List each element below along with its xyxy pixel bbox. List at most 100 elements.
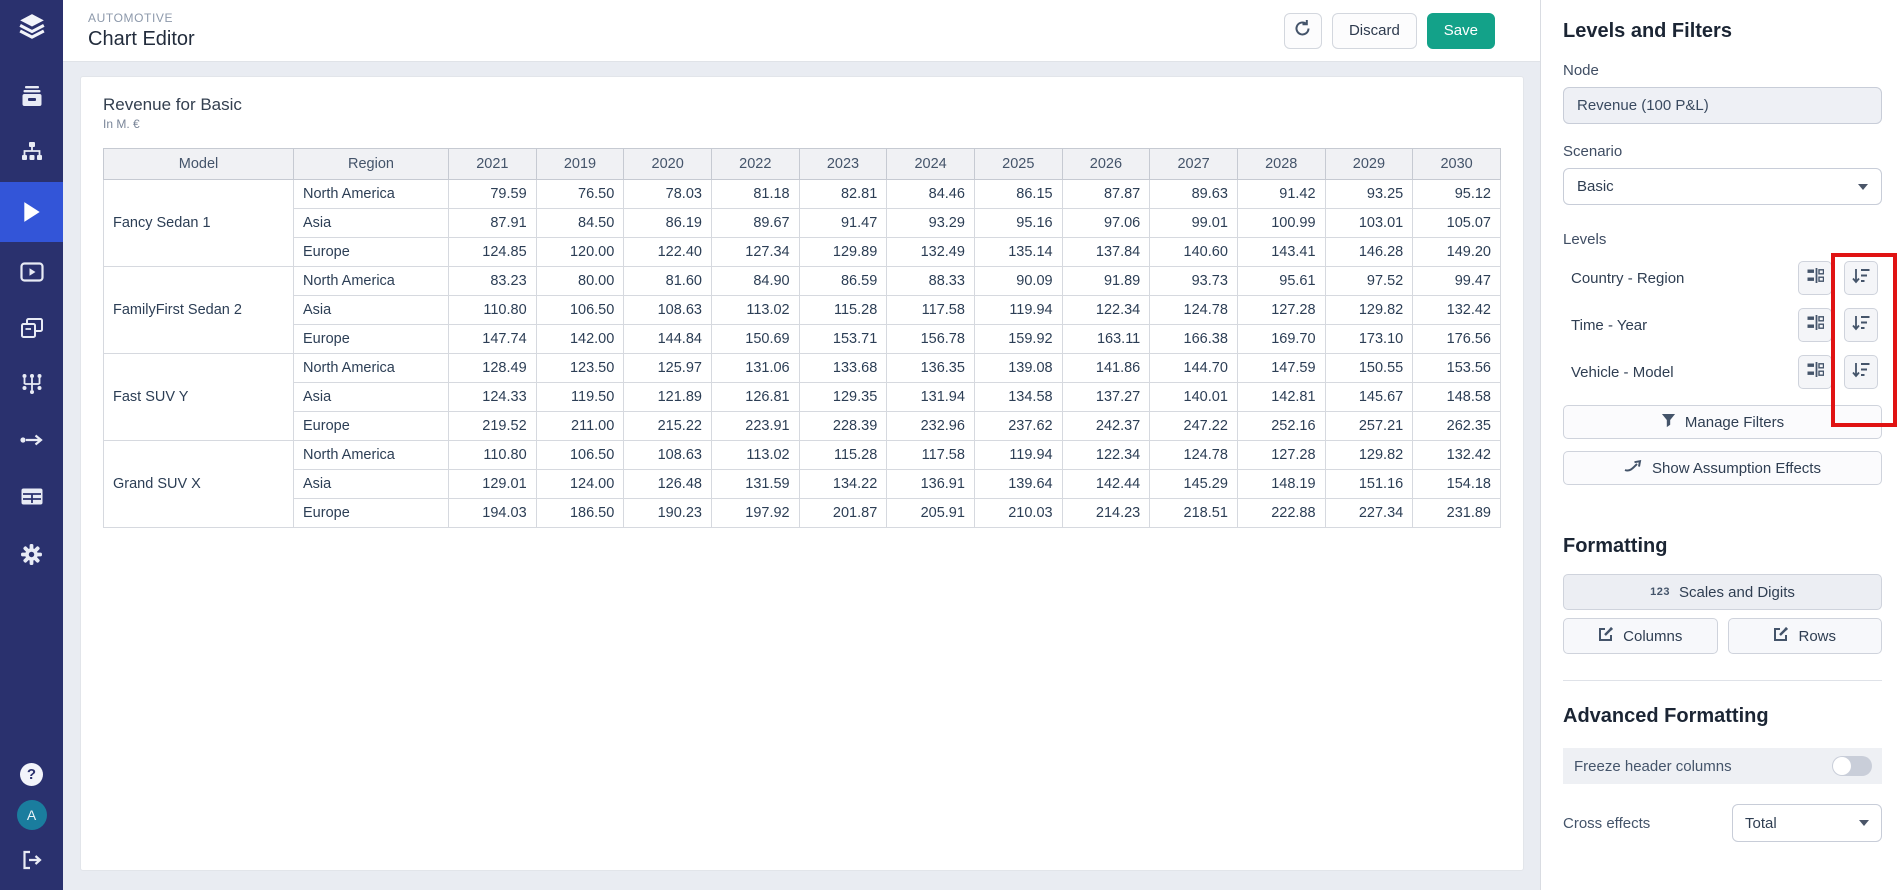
freeze-toggle[interactable]	[1832, 756, 1872, 776]
column-header: Region	[293, 148, 449, 180]
app-logo[interactable]	[0, 0, 63, 52]
value-cell: 133.68	[798, 353, 888, 383]
value-cell: 131.06	[710, 353, 800, 383]
discard-button[interactable]: Discard	[1331, 12, 1417, 49]
funnel-icon	[1661, 413, 1676, 432]
node-input[interactable]: Revenue (100 P&L)	[1563, 87, 1882, 124]
sidebar-item-hierarchy[interactable]	[0, 130, 63, 174]
value-cell: 146.28	[1324, 237, 1414, 267]
value-cell: 147.59	[1236, 353, 1326, 383]
avatar-initial: A	[26, 807, 37, 823]
layers-logo-icon	[17, 13, 47, 39]
value-cell: 127.28	[1236, 295, 1326, 325]
sitemap-icon	[20, 141, 44, 163]
value-cell: 88.33	[886, 266, 975, 296]
level-structure-button[interactable]	[1798, 261, 1832, 295]
scenario-select[interactable]: Basic	[1563, 168, 1882, 205]
level-sort-button[interactable]	[1844, 308, 1878, 342]
sort-descending-icon	[1852, 268, 1870, 289]
value-cell: 93.73	[1149, 266, 1238, 296]
value-cell: 166.38	[1149, 324, 1238, 354]
value-cell: 139.08	[973, 353, 1063, 383]
value-cell: 122.34	[1061, 295, 1151, 325]
value-cell: 81.18	[710, 179, 800, 209]
video-player-icon	[19, 262, 44, 282]
column-header: 2020	[623, 148, 712, 180]
chevron-down-icon	[1859, 820, 1869, 826]
value-cell: 95.61	[1236, 266, 1326, 296]
region-cell: Asia	[293, 382, 449, 412]
value-cell: 87.91	[448, 208, 537, 238]
table-row: Asia 124.33 119.50 121.89 126.81 129.35 131.94…	[104, 382, 1501, 412]
left-sidebar: ? A	[0, 0, 63, 890]
value-cell: 79.59	[448, 179, 537, 209]
table-row: Asia 87.91 84.50 86.19 89.67 91.47 93.29 95.16 9…	[104, 208, 1501, 238]
levels-filters-panel: Levels and Filters Node Revenue (100 P&L…	[1540, 0, 1904, 890]
toggle-knob	[1833, 757, 1851, 775]
value-cell: 215.22	[623, 411, 712, 441]
value-cell: 129.35	[798, 382, 888, 412]
level-structure-icon	[1807, 362, 1824, 382]
model-cell: Fancy Sedan 1	[103, 179, 294, 267]
value-cell: 242.37	[1061, 411, 1151, 441]
value-cell: 201.87	[798, 498, 888, 528]
value-cell: 84.90	[710, 266, 800, 296]
region-cell: Europe	[293, 498, 449, 528]
edit-box-icon	[1773, 626, 1789, 646]
value-cell: 136.35	[886, 353, 975, 383]
value-cell: 129.82	[1324, 440, 1414, 470]
sidebar-item-table[interactable]	[0, 474, 63, 518]
question-mark-icon: ?	[26, 766, 37, 783]
value-cell: 153.56	[1412, 353, 1501, 383]
region-cell: North America	[293, 353, 449, 383]
sidebar-item-archive[interactable]	[0, 74, 63, 118]
level-row-country-region: Country - Region	[1563, 261, 1882, 295]
value-cell: 132.42	[1412, 295, 1501, 325]
level-label: Vehicle - Model	[1571, 363, 1674, 381]
level-structure-icon	[1807, 268, 1824, 288]
value-cell: 115.28	[798, 295, 888, 325]
value-cell: 84.50	[535, 208, 625, 238]
value-cell: 117.58	[886, 440, 975, 470]
sidebar-item-run-active[interactable]	[0, 182, 63, 242]
column-header: 2030	[1412, 148, 1501, 180]
cross-effects-select[interactable]: Total	[1732, 804, 1882, 842]
avatar[interactable]: A	[16, 800, 47, 830]
columns-button[interactable]: Columns	[1563, 618, 1718, 654]
logout-button[interactable]	[0, 844, 63, 876]
manage-filters-button[interactable]: Manage Filters	[1563, 405, 1882, 439]
help-button[interactable]: ?	[20, 763, 43, 786]
sidebar-item-video[interactable]	[0, 250, 63, 294]
refresh-button[interactable]	[1283, 12, 1322, 49]
sidebar-item-workflow[interactable]	[0, 362, 63, 406]
value-cell: 122.34	[1061, 440, 1151, 470]
freeze-header-columns-label: Freeze header columns	[1574, 757, 1732, 775]
sidebar-item-settings[interactable]	[0, 532, 63, 576]
level-structure-button[interactable]	[1798, 308, 1832, 342]
value-cell: 123.50	[535, 353, 625, 383]
level-structure-button[interactable]	[1798, 355, 1832, 389]
cross-effects-label: Cross effects	[1563, 814, 1651, 832]
level-sort-button[interactable]	[1844, 261, 1878, 295]
logout-icon	[21, 850, 43, 870]
value-cell: 122.40	[623, 237, 712, 267]
value-cell: 106.50	[535, 295, 625, 325]
level-sort-button[interactable]	[1844, 355, 1878, 389]
value-cell: 144.70	[1149, 353, 1238, 383]
sidebar-item-flow[interactable]	[0, 418, 63, 462]
value-cell: 86.19	[623, 208, 712, 238]
value-cell: 156.78	[886, 324, 975, 354]
value-cell: 127.34	[710, 237, 800, 267]
value-cell: 148.19	[1236, 469, 1326, 499]
scales-and-digits-button[interactable]: 123 Scales and Digits	[1563, 574, 1882, 610]
play-icon	[22, 201, 42, 223]
show-assumption-label: Show Assumption Effects	[1652, 459, 1821, 477]
save-button[interactable]: Save	[1426, 12, 1495, 49]
show-assumption-effects-button[interactable]: Show Assumption Effects	[1563, 451, 1882, 485]
value-cell: 210.03	[973, 498, 1063, 528]
rows-button[interactable]: Rows	[1727, 618, 1882, 654]
value-cell: 222.88	[1236, 498, 1326, 528]
sidebar-item-slides[interactable]	[0, 306, 63, 350]
value-cell: 125.97	[623, 353, 712, 383]
value-cell: 134.22	[798, 469, 888, 499]
